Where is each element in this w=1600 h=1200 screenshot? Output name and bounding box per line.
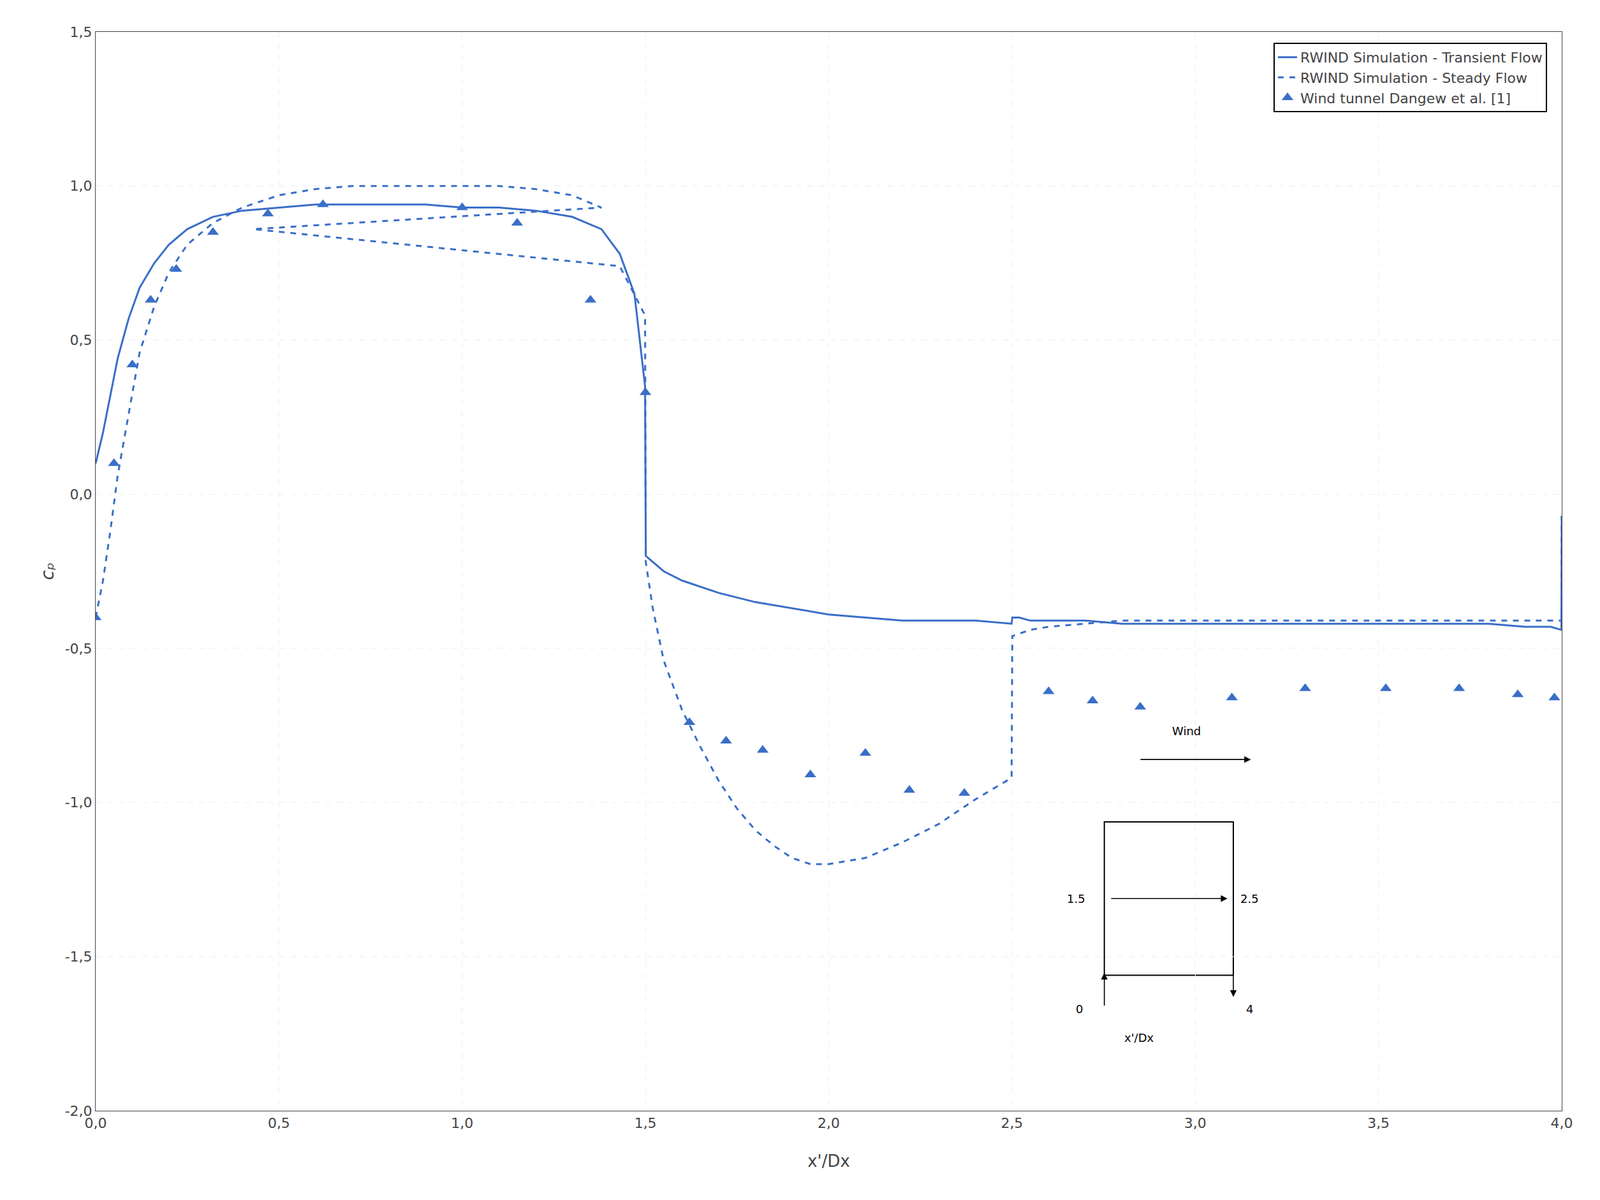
svg-text:1.5: 1.5: [1066, 892, 1086, 906]
svg-text:3,0: 3,0: [1184, 1115, 1207, 1132]
svg-text:RWIND Simulation - Steady Flow: RWIND Simulation - Steady Flow: [1300, 70, 1528, 87]
svg-text:0,5: 0,5: [70, 332, 93, 349]
svg-text:2,5: 2,5: [1000, 1115, 1023, 1132]
svg-text:x'/Dx: x'/Dx: [807, 1151, 851, 1171]
svg-text:Wind: Wind: [1172, 724, 1201, 738]
svg-text:0: 0: [1075, 1002, 1083, 1016]
svg-text:2,0: 2,0: [817, 1115, 840, 1132]
svg-text:0,0: 0,0: [84, 1115, 108, 1132]
svg-text:3,5: 3,5: [1367, 1115, 1390, 1132]
svg-text:RWIND Simulation - Transient F: RWIND Simulation - Transient Flow: [1300, 49, 1543, 66]
svg-text:1,0: 1,0: [70, 177, 93, 194]
svg-text:4: 4: [1246, 1002, 1254, 1016]
svg-text:2.5: 2.5: [1240, 892, 1259, 906]
svg-text:1,5: 1,5: [634, 1115, 657, 1132]
svg-text:-0,5: -0,5: [65, 640, 93, 657]
svg-text:-2,0: -2,0: [65, 1103, 93, 1120]
svg-text:-1,0: -1,0: [65, 794, 93, 811]
svg-text:1,0: 1,0: [450, 1115, 474, 1132]
svg-text:Wind tunnel Dangew et al. [1]: Wind tunnel Dangew et al. [1]: [1300, 90, 1511, 107]
svg-text:0,0: 0,0: [70, 486, 93, 503]
svg-text:1,5: 1,5: [70, 24, 93, 41]
svg-text:x'/Dx: x'/Dx: [1124, 1031, 1155, 1045]
svg-text:-1,5: -1,5: [65, 948, 93, 965]
svg-text:4,0: 4,0: [1550, 1115, 1574, 1132]
svg-text:cₚ: cₚ: [36, 562, 59, 580]
svg-text:0,5: 0,5: [267, 1115, 291, 1132]
